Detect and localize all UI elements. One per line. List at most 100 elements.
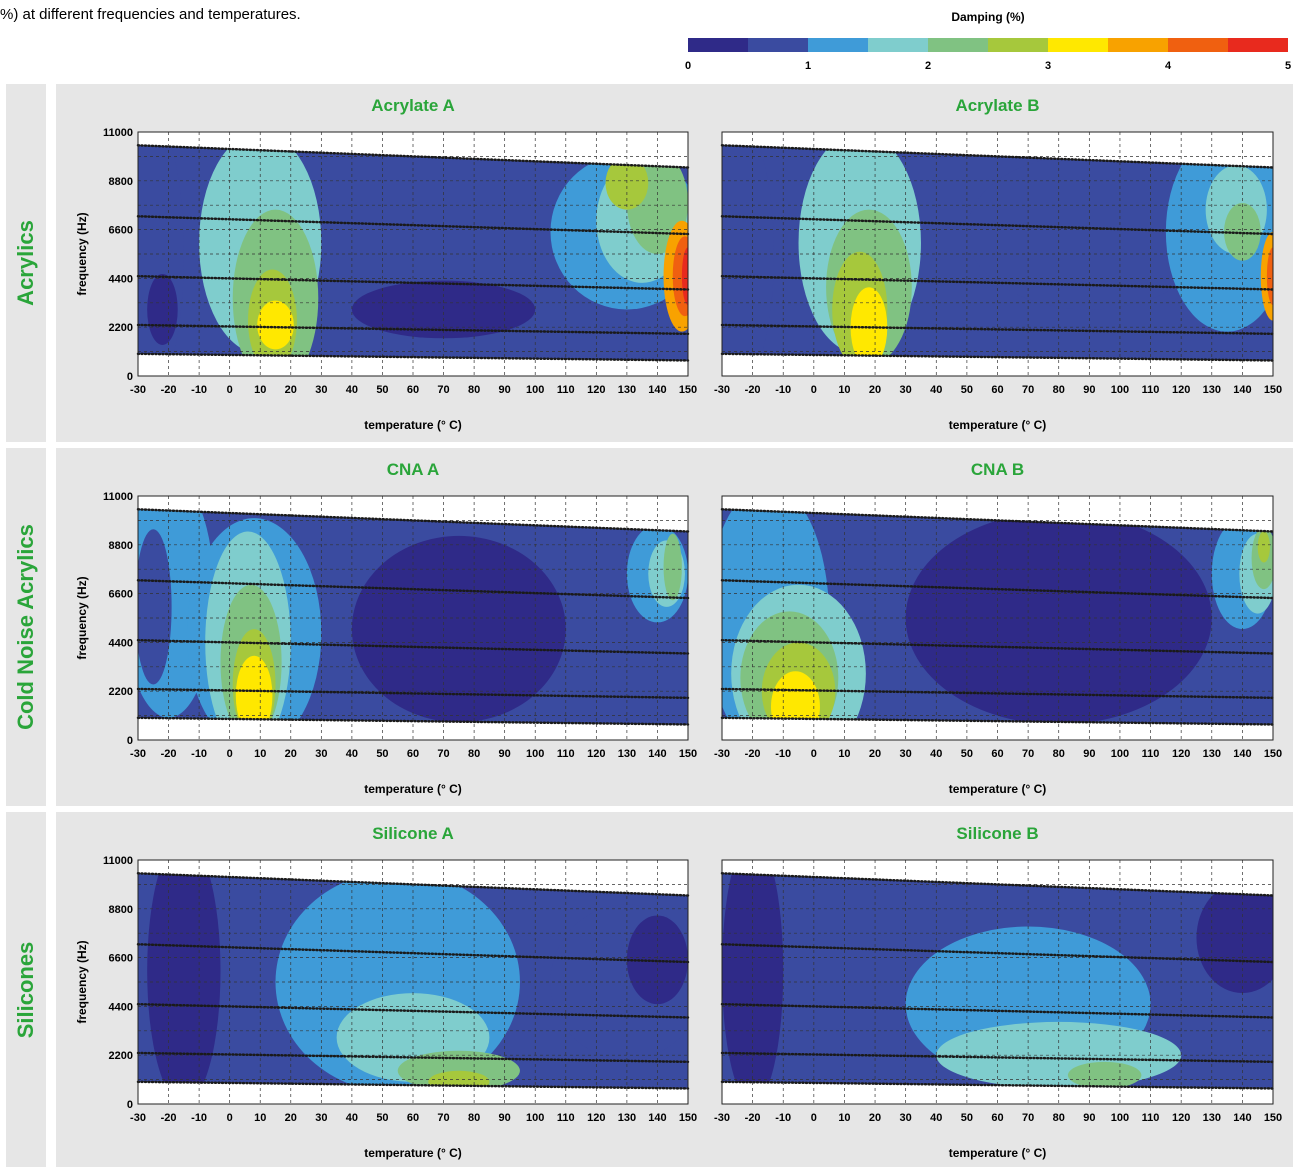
x-tick-label: 110 — [557, 748, 575, 760]
heatmap-region — [351, 280, 536, 339]
x-tick-label: 120 — [1172, 748, 1190, 760]
chart-2: Acrylate B -30 -20 -10 0 10 20 30 40 50 60 70 80 90 10… — [714, 96, 1282, 432]
mode-curve — [720, 323, 1275, 336]
heatmap-region — [235, 655, 273, 725]
x-tick-label: 120 — [1172, 384, 1190, 396]
x-tick-label: 30 — [315, 384, 327, 396]
mode-curve — [136, 687, 690, 700]
mode-curve — [136, 144, 690, 169]
x-axis-label: temperature (° C) — [364, 418, 461, 432]
chart-title: Acrylate B — [955, 96, 1039, 115]
x-tick-label: 140 — [1233, 1112, 1251, 1124]
x-tick-label: 100 — [1111, 748, 1129, 760]
x-tick-label: 40 — [346, 384, 358, 396]
x-tick-label: 60 — [407, 1112, 419, 1124]
x-tick-label: 10 — [254, 748, 266, 760]
x-tick-label: 0 — [227, 1112, 233, 1124]
heatmap-region — [397, 1050, 520, 1089]
colorbar-swatch — [1108, 38, 1168, 52]
colorbar-swatch — [1048, 38, 1108, 52]
colorbar-tick-label: 0 — [684, 60, 692, 72]
heatmap-region — [147, 273, 178, 345]
x-tick-label: 150 — [1264, 384, 1282, 396]
x-tick-label: -20 — [161, 748, 177, 760]
plot-frame — [721, 859, 1274, 1105]
mode-curve — [136, 872, 690, 897]
x-tick-label: 70 — [1022, 748, 1034, 760]
x-tick-label: 130 — [1203, 1112, 1221, 1124]
mode-curve — [720, 638, 1275, 655]
x-tick-label: -20 — [745, 384, 761, 396]
x-tick-label: 140 — [648, 1112, 666, 1124]
y-tick-label: 2200 — [109, 686, 133, 698]
x-tick-label: 100 — [1111, 384, 1129, 396]
y-tick-label: 2200 — [109, 1050, 133, 1062]
group-side: Cold Noise Acrylics — [6, 448, 46, 806]
y-axis-label: frequency (Hz) — [75, 212, 89, 295]
x-tick-label: 60 — [991, 384, 1003, 396]
x-tick-label: -30 — [714, 748, 730, 760]
chart-1: Acrylate A -30 -20 -10 0 10 20 30 40 50 60 70 80 90 10… — [75, 96, 697, 432]
x-tick-label: 100 — [1111, 1112, 1129, 1124]
x-tick-label: 120 — [587, 1112, 605, 1124]
x-tick-label: 140 — [648, 748, 666, 760]
x-tick-label: 50 — [376, 748, 388, 760]
mode-curve — [720, 716, 1275, 726]
x-tick-label: 20 — [869, 748, 881, 760]
x-tick-label: 30 — [900, 748, 912, 760]
group-side: Acrylics — [6, 84, 46, 442]
x-tick-label: 150 — [1264, 1112, 1282, 1124]
x-tick-label: 90 — [1083, 384, 1095, 396]
x-tick-label: 100 — [526, 748, 544, 760]
x-tick-label: 90 — [499, 384, 511, 396]
colorbar-swatch — [1228, 38, 1288, 52]
x-tick-label: 70 — [1022, 1112, 1034, 1124]
x-tick-label: -30 — [714, 384, 730, 396]
x-axis-label: temperature (° C) — [949, 1146, 1046, 1160]
x-axis-label: temperature (° C) — [364, 1146, 461, 1160]
plot-frame — [721, 495, 1274, 741]
y-tick-label: 0 — [127, 1099, 133, 1111]
mode-curve — [720, 352, 1275, 362]
x-tick-label: 130 — [618, 384, 636, 396]
x-axis-label: temperature (° C) — [949, 782, 1046, 796]
x-tick-label: 90 — [499, 1112, 511, 1124]
y-tick-label: 11000 — [103, 491, 133, 503]
x-tick-label: 70 — [1022, 384, 1034, 396]
x-tick-label: 10 — [254, 384, 266, 396]
chart-5: Silicone A -30 -20 -10 0 10 20 30 40 50 60 70 80 90 10… — [75, 824, 697, 1160]
x-tick-label: -20 — [161, 384, 177, 396]
y-tick-label: 0 — [127, 371, 133, 383]
x-tick-label: 100 — [526, 384, 544, 396]
mode-curve — [720, 215, 1275, 236]
caption: %) at different frequencies and temperat… — [0, 6, 301, 23]
x-tick-label: 30 — [315, 1112, 327, 1124]
x-tick-label: 0 — [811, 1112, 817, 1124]
x-tick-label: 80 — [1053, 1112, 1065, 1124]
mode-curve — [136, 1002, 690, 1019]
colorbar-swatch — [748, 38, 808, 52]
x-tick-label: 50 — [376, 1112, 388, 1124]
heatmap-region — [605, 156, 649, 210]
chart-title: CNA B — [971, 460, 1024, 479]
chart-title: Silicone A — [372, 824, 454, 843]
x-tick-label: 60 — [407, 384, 419, 396]
x-tick-label: 50 — [961, 384, 973, 396]
x-tick-label: 100 — [526, 1112, 544, 1124]
mode-curve — [136, 274, 690, 291]
x-tick-label: 80 — [1053, 748, 1065, 760]
heatmap-region — [1067, 1061, 1142, 1089]
x-tick-label: 20 — [285, 748, 297, 760]
x-tick-label: 130 — [1203, 384, 1221, 396]
colorbar — [688, 38, 1288, 52]
x-tick-label: 30 — [900, 384, 912, 396]
y-axis-label: frequency (Hz) — [75, 576, 89, 659]
x-tick-label: 20 — [285, 1112, 297, 1124]
x-tick-label: 130 — [618, 748, 636, 760]
mode-curve — [720, 579, 1275, 600]
colorbar-tick-label: 4 — [1164, 60, 1172, 72]
y-tick-label: 6600 — [109, 589, 133, 601]
mode-curve — [136, 1080, 690, 1090]
heatmap-region — [1260, 231, 1273, 321]
